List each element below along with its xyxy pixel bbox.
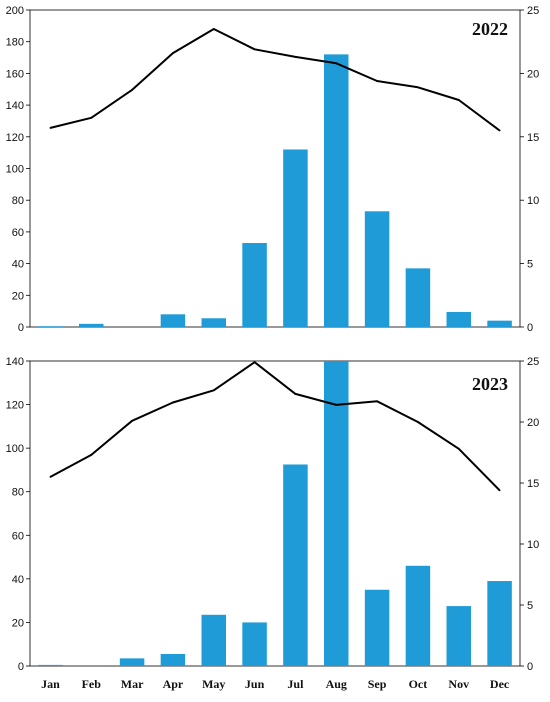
left-axis-tick-label: 100 — [6, 443, 24, 455]
right-axis-tick-label: 5 — [527, 259, 533, 271]
chart-panel-2023: 0 20 40 60 80 100 120 140 0 5 10 15 20 25 2023 Jan Feb Ma… — [6, 356, 540, 691]
line-point-jan — [49, 127, 52, 129]
line-point-apr — [172, 52, 174, 55]
left-axis-tick-label: 120 — [6, 132, 24, 144]
bar-jul — [283, 464, 308, 666]
right-axis-tick-label: 10 — [527, 539, 539, 551]
bar-jun — [242, 242, 267, 327]
line-point-dec — [498, 489, 501, 492]
right-axis-tick-label: 0 — [527, 661, 533, 673]
right-axis-tick-label: 20 — [527, 417, 539, 429]
line-point-nov — [457, 447, 460, 450]
panel-title: 2022 — [472, 19, 508, 39]
line-point-jul — [294, 393, 297, 395]
left-axis-tick-label: 140 — [6, 356, 24, 368]
x-axis-tick-label: Feb — [82, 677, 102, 691]
plot-area-frame — [29, 360, 521, 667]
x-axis-tick-label: Oct — [409, 677, 428, 691]
line-point-feb — [90, 116, 93, 119]
bar-mar — [119, 658, 145, 666]
left-axis-tick-label: 140 — [6, 100, 24, 112]
left-axis-tick-label: 80 — [12, 195, 24, 207]
bar-aug — [324, 54, 349, 327]
bar-apr — [160, 314, 186, 327]
x-axis-tick-label: Jul — [287, 677, 304, 691]
line-point-apr — [172, 401, 174, 404]
x-axis-tick-label: Sep — [368, 677, 387, 691]
line-point-aug — [335, 404, 338, 406]
panel-title: 2023 — [472, 374, 508, 394]
bar-jul — [283, 149, 308, 327]
plot-area-frame — [29, 9, 521, 328]
left-axis-tick-label: 60 — [12, 530, 24, 542]
left-axis-tick-label: 0 — [18, 322, 24, 334]
bar-sep — [364, 589, 390, 666]
x-axis-tick-label: May — [202, 677, 225, 691]
left-axis-tick-label: 200 — [6, 5, 24, 17]
x-axis-tick-label: Nov — [448, 677, 469, 691]
line-point-jan — [49, 476, 52, 478]
line-point-oct — [417, 86, 419, 89]
bar-dec — [487, 320, 512, 327]
bar-dec — [487, 581, 512, 666]
right-axis-tick-label: 15 — [527, 478, 539, 490]
left-axis-tick-label: 60 — [12, 227, 24, 239]
line-point-feb — [90, 454, 93, 456]
line-point-may — [212, 389, 215, 392]
right-axis-tick-label: 25 — [527, 5, 539, 17]
line-point-jul — [294, 56, 297, 58]
bar-sep — [364, 211, 390, 327]
left-axis-tick-label: 20 — [12, 290, 24, 302]
left-axis-tick-label: 80 — [12, 487, 24, 499]
bar-jan — [38, 326, 63, 327]
left-axis-tick-label: 40 — [12, 259, 24, 271]
x-axis-tick-label: Dec — [490, 677, 510, 691]
bar-jan — [38, 664, 63, 666]
bar-oct — [405, 565, 431, 666]
bar-nov — [446, 311, 471, 327]
bar-nov — [446, 606, 471, 666]
x-axis-tick-label: Aug — [326, 677, 347, 691]
x-axis-tick-label: Jan — [41, 677, 60, 691]
bar-feb — [79, 323, 104, 327]
left-axis-tick-label: 40 — [12, 574, 24, 586]
line-point-jun — [253, 361, 256, 364]
right-axis-tick-label: 10 — [527, 195, 539, 207]
line-point-nov — [457, 99, 460, 101]
line-point-sep — [376, 80, 378, 82]
bar-oct — [405, 268, 431, 327]
right-axis-tick-label: 25 — [527, 356, 539, 368]
right-axis-tick-label: 5 — [527, 600, 533, 612]
left-axis-tick-label: 120 — [6, 400, 24, 412]
x-axis-tick-label: Mar — [121, 677, 144, 691]
left-axis-tick-label: 180 — [6, 37, 24, 49]
x-axis-tick-label: Apr — [163, 677, 184, 691]
bar-jun — [242, 622, 267, 666]
series-line — [50, 28, 501, 132]
line-point-sep — [376, 400, 378, 403]
right-axis-tick-label: 15 — [527, 132, 539, 144]
bar-may — [201, 318, 226, 327]
series-line — [49, 361, 501, 492]
bar-apr — [160, 654, 186, 666]
line-point-jun — [253, 48, 256, 51]
bar-aug — [324, 361, 349, 666]
left-axis-tick-label: 20 — [12, 617, 24, 629]
line-point-mar — [131, 419, 133, 422]
right-axis-tick-label: 0 — [527, 322, 533, 334]
left-axis-tick-label: 160 — [6, 68, 24, 80]
line-point-mar — [131, 88, 133, 91]
left-axis-tick-label: 100 — [6, 164, 24, 176]
x-axis-tick-label: Jun — [245, 677, 265, 691]
left-axis-tick-label: 0 — [18, 661, 24, 673]
line-point-may — [212, 28, 215, 30]
chart-panel-2022: 0 20 40 60 80 100 120 140 160 180 200 0 5 10 15 20 25 202… — [6, 5, 540, 334]
right-axis-tick-label: 20 — [527, 68, 539, 80]
line-point-aug — [335, 62, 338, 65]
bar-may — [201, 614, 226, 666]
line-point-dec — [498, 129, 501, 132]
line-point-oct — [417, 421, 419, 423]
